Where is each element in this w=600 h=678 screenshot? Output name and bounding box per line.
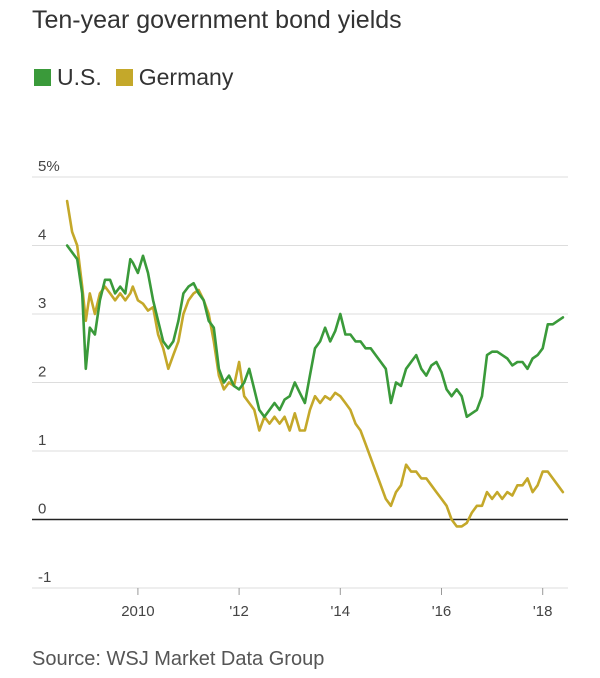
x-tick-label: '18: [533, 603, 553, 620]
chart-title: Ten-year government bond yields: [32, 6, 402, 34]
series-line-germany: [65, 199, 565, 528]
y-tick-label: 2: [38, 364, 46, 381]
y-tick-label: 0: [38, 501, 46, 518]
series-line-us: [65, 244, 565, 419]
x-tick-label: '12: [229, 603, 249, 620]
gridlines: [32, 176, 568, 589]
y-axis-ticks: 5% 4 3 2 1 0 -1: [38, 158, 60, 586]
x-tick-label: 2010: [121, 603, 154, 620]
x-axis-ticks: 2010 '12 '14 '16 '18: [121, 588, 552, 620]
legend-label-us: U.S.: [57, 63, 102, 90]
legend-swatch-us: [34, 68, 51, 86]
legend: U.S. Germany: [34, 62, 247, 92]
y-tick-label: -1: [38, 569, 51, 586]
y-tick-label: 3: [38, 295, 46, 312]
line-chart: 5% 4 3 2 1 0 -1 2010 '12 '14 '16 '18: [32, 158, 568, 620]
series-lines: [65, 199, 565, 528]
legend-item-germany: Germany: [115, 63, 234, 91]
y-tick-label: 1: [38, 432, 46, 449]
x-tick-label: '16: [432, 603, 452, 620]
y-tick-label: 4: [38, 227, 46, 244]
x-tick-label: '14: [331, 603, 351, 620]
legend-label-germany: Germany: [138, 63, 234, 90]
legend-swatch-germany: [115, 68, 133, 86]
y-tick-label: 5%: [38, 158, 60, 175]
source-note: Source: WSJ Market Data Group: [32, 648, 325, 670]
legend-item-us: U.S.: [34, 64, 102, 91]
